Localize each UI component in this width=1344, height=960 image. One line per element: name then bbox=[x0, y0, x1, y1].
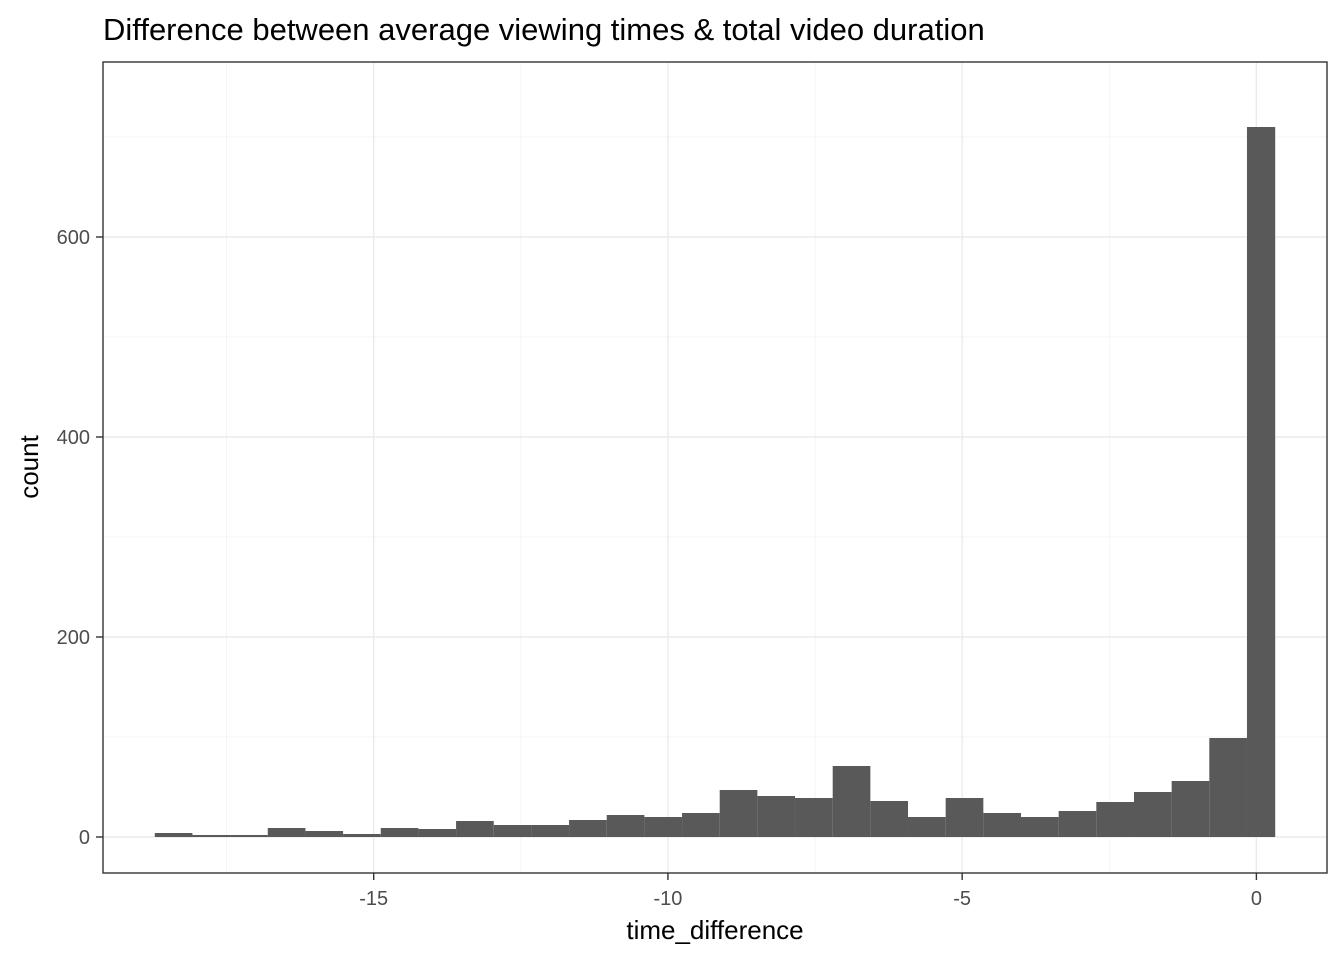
histogram-bar-7 bbox=[418, 829, 457, 837]
histogram-bar-10 bbox=[531, 825, 570, 837]
x-axis-label: time_difference bbox=[626, 915, 803, 945]
histogram-bar-20 bbox=[908, 817, 946, 837]
panel-border bbox=[102, 61, 1328, 874]
histogram-bar-0 bbox=[154, 833, 193, 837]
histogram-bar-4 bbox=[305, 831, 344, 837]
histogram-bar-27 bbox=[1171, 781, 1210, 837]
x-axis-ticks: -15 -10 -5 0 bbox=[359, 873, 1262, 910]
histogram-bar-24 bbox=[1058, 811, 1097, 837]
histogram-bar-1 bbox=[192, 835, 231, 837]
histogram-bar-6 bbox=[380, 828, 419, 837]
gridlines bbox=[103, 62, 1327, 873]
x-tick-label: -10 bbox=[653, 888, 682, 910]
histogram-bar-11 bbox=[569, 820, 607, 837]
bars bbox=[154, 127, 1276, 837]
histogram-bar-8 bbox=[456, 821, 494, 837]
histogram-bar-16 bbox=[757, 796, 796, 837]
histogram-bar-9 bbox=[493, 825, 532, 837]
y-axis-ticks: 0 200 400 600 bbox=[57, 227, 103, 849]
histogram-bar-14 bbox=[682, 813, 720, 837]
histogram-bar-2 bbox=[230, 835, 268, 837]
histogram-bar-19 bbox=[870, 801, 909, 837]
y-tick-label: 200 bbox=[57, 627, 90, 649]
y-tick-label: 400 bbox=[57, 427, 90, 449]
histogram-bar-15 bbox=[719, 790, 758, 837]
x-tick-label: -5 bbox=[953, 888, 971, 910]
histogram-bar-17 bbox=[795, 798, 833, 837]
histogram-bar-26 bbox=[1133, 792, 1172, 837]
histogram-bar-28 bbox=[1209, 738, 1247, 837]
histogram-bar-18 bbox=[832, 766, 871, 837]
x-tick-label: 0 bbox=[1251, 888, 1262, 910]
y-tick-label: 0 bbox=[79, 827, 90, 849]
histogram-bar-23 bbox=[1021, 817, 1059, 837]
histogram-bar-21 bbox=[945, 798, 984, 837]
histogram-bar-29 bbox=[1246, 127, 1276, 837]
y-tick-label: 600 bbox=[57, 227, 90, 249]
histogram-bar-13 bbox=[644, 817, 683, 837]
y-axis-label: count bbox=[14, 434, 44, 498]
x-tick-label: -15 bbox=[359, 888, 388, 910]
histogram-bar-22 bbox=[983, 813, 1021, 837]
histogram-bar-25 bbox=[1096, 802, 1134, 837]
histogram-bar-12 bbox=[606, 815, 645, 837]
chart-title: Difference between average viewing times… bbox=[103, 12, 985, 47]
histogram-bar-5 bbox=[343, 834, 381, 837]
histogram-bar-3 bbox=[267, 828, 306, 837]
